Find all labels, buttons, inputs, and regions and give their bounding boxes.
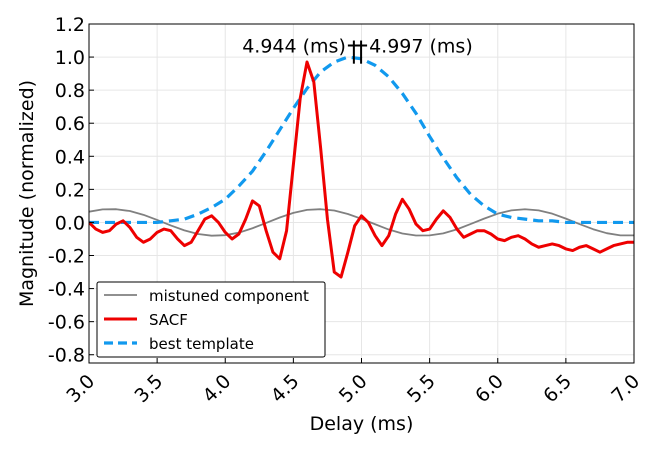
y-tick-label: -0.4 <box>48 279 85 301</box>
y-tick-label: 0.0 <box>55 212 85 234</box>
y-tick-label: 0.4 <box>55 146 85 168</box>
legend-label: best template <box>149 335 254 353</box>
x-tick-label: 6.5 <box>539 370 576 407</box>
x-tick-label: 5.0 <box>335 370 372 407</box>
y-tick-label: 1.2 <box>55 14 85 36</box>
annotation-left: 4.944 (ms) <box>242 35 346 57</box>
legend: mistuned component SACF best template <box>96 281 326 358</box>
y-tick-label: 0.6 <box>55 113 85 135</box>
y-axis-label: Magnitude (normalized) <box>16 80 38 307</box>
annotations: 4.944 (ms) 4.997 (ms) <box>242 35 473 64</box>
y-tick-label: -0.6 <box>48 312 85 334</box>
legend-label: mistuned component <box>149 287 309 305</box>
x-axis-label: Delay (ms) <box>310 413 414 435</box>
x-tick-label: 6.0 <box>471 370 508 407</box>
series-line-0 <box>89 208 634 237</box>
y-tick-label: -0.8 <box>48 345 85 367</box>
x-tick-label: 3.0 <box>62 370 99 407</box>
x-tick-label: 3.5 <box>130 370 167 407</box>
x-tick-label: 7.0 <box>607 370 644 407</box>
x-tick-label: 5.5 <box>403 370 440 407</box>
annotation-right: 4.997 (ms) <box>369 35 473 57</box>
grid <box>88 23 635 363</box>
y-tick-label: 0.2 <box>55 179 85 201</box>
x-tick-label: 4.5 <box>267 370 304 407</box>
legend-label: SACF <box>149 311 188 329</box>
y-tick-label: -0.2 <box>48 246 85 268</box>
y-tick-label: 0.8 <box>55 80 85 102</box>
series-line-1 <box>89 60 634 279</box>
y-tick-label: 1.0 <box>55 47 85 69</box>
legend-box <box>96 281 326 358</box>
x-tick-label: 4.0 <box>199 370 236 407</box>
